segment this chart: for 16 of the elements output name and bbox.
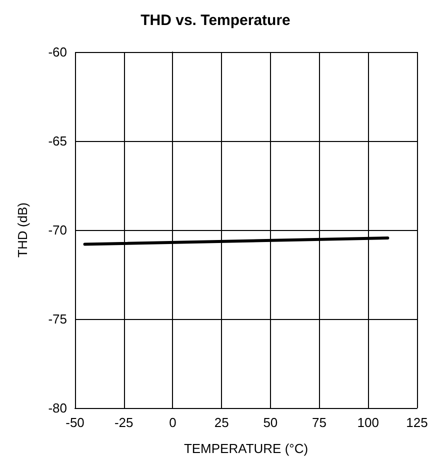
y-tick-label: -60	[48, 44, 67, 60]
x-tick-label: 75	[312, 415, 327, 430]
y-tick-label: -70	[48, 222, 67, 238]
y-tick-label: -75	[48, 312, 67, 326]
chart-title: THD vs. Temperature	[140, 12, 290, 29]
x-tick-label: 100	[357, 415, 379, 430]
y-axis-title: THD (dB)	[15, 202, 30, 258]
x-tick-label: 50	[263, 415, 278, 430]
y-tick-label: -65	[48, 134, 67, 148]
y-tick-label: -80	[48, 400, 67, 416]
x-axis-title: TEMPERATURE (°C)	[184, 441, 308, 456]
x-tick-label: 25	[214, 415, 229, 430]
x-tick-label: 125	[406, 415, 428, 430]
x-tick-label: -25	[114, 415, 134, 430]
x-tick-label: 0	[169, 415, 176, 430]
x-tick-label: -50	[66, 415, 84, 430]
